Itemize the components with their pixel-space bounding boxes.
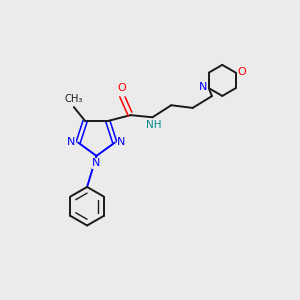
Text: N: N (92, 158, 101, 168)
Text: N: N (67, 137, 76, 147)
Text: N: N (199, 82, 207, 92)
Text: CH₃: CH₃ (64, 94, 83, 103)
Text: NH: NH (146, 120, 162, 130)
Text: O: O (117, 83, 126, 93)
Text: O: O (237, 67, 246, 77)
Text: N: N (117, 137, 126, 147)
